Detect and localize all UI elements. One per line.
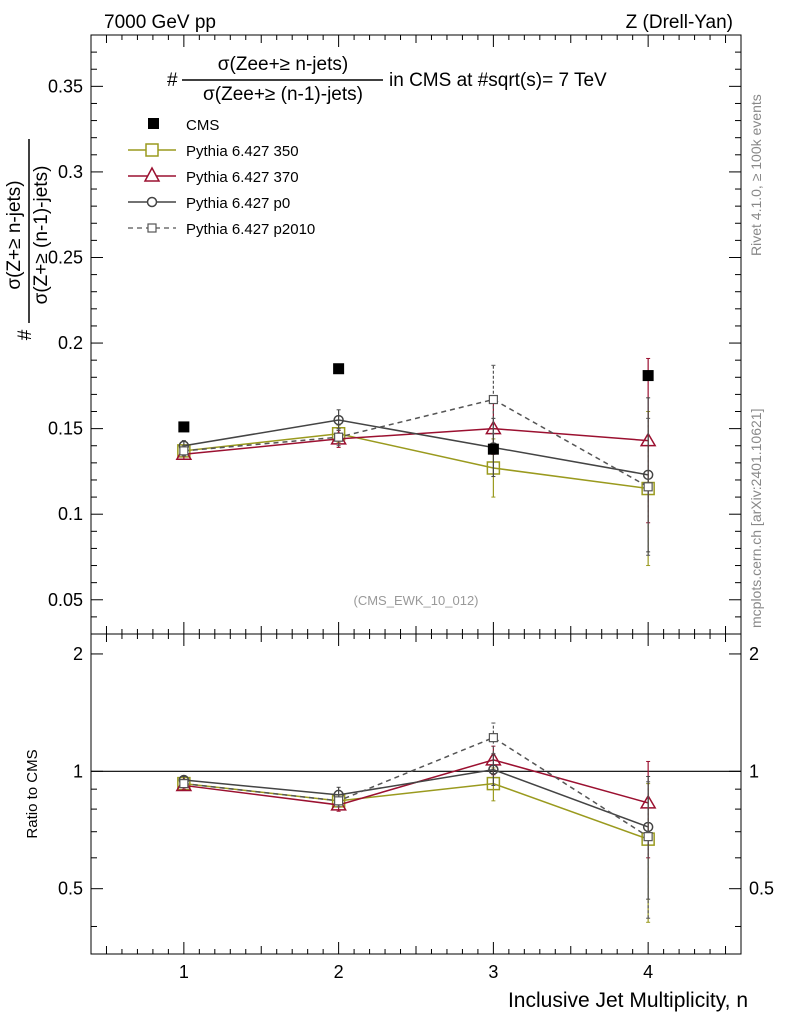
ratio-x-tick-label: 3 <box>488 962 498 982</box>
legend-label-p350: Pythia 6.427 350 <box>186 143 299 160</box>
header-left: 7000 GeV pp <box>104 12 216 33</box>
ratio-series-line-p0 <box>183 768 649 828</box>
ratio-y-tick-label: 2 <box>73 644 83 664</box>
legend-label-p370: Pythia 6.427 370 <box>186 169 299 186</box>
title-prefix: # <box>167 70 178 91</box>
x-axis-label: Inclusive Jet Multiplicity, n <box>508 989 748 1012</box>
series-layer <box>175 357 657 923</box>
ratio-y-tick-label-right: 0.5 <box>749 879 774 899</box>
ratio-series-line-p2010 <box>183 736 649 838</box>
legend-label-p0: Pythia 6.427 p0 <box>186 195 290 212</box>
main-point-p2010 <box>643 482 653 492</box>
ratio-series-line-p350 <box>183 782 649 840</box>
legend-label-cms: CMS <box>186 117 219 134</box>
legend-marker-p2010 <box>147 223 157 233</box>
main-point-cms <box>642 370 654 382</box>
ratio-x-tick-label: 1 <box>179 962 189 982</box>
main-series-line-p350 <box>183 433 649 490</box>
ratio-point-p2010 <box>334 796 344 806</box>
main-y-tick-label: 0.3 <box>58 162 83 182</box>
rivet-label: Rivet 4.1.0, ≥ 100k events <box>748 94 764 256</box>
axes-layer: 0.05 0.1 0.15 0.2 0.25 0.3 0.35 0.5 0.5 1 1 2 2 1 2 3 4 <box>48 34 774 982</box>
title-suffix: in CMS at #sqrt(s)= 7 TeV <box>389 70 607 91</box>
ratio-point-p2010 <box>643 832 653 842</box>
title-denominator: σ(Zee+≥ (n-1)-jets) <box>203 84 363 105</box>
main-point-p0 <box>333 414 344 426</box>
ratio-x-tick-label: 4 <box>643 962 653 982</box>
ratio-y-tick-label-right: 2 <box>749 644 759 664</box>
main-point-p2010 <box>488 394 498 405</box>
ratio-y-tick-label: 0.5 <box>58 879 83 899</box>
main-y-tick-label: 0.05 <box>48 590 83 610</box>
y-label-denominator: σ(Z+≥ (n-1)-jets) <box>31 166 52 305</box>
main-series-line-p2010 <box>183 398 649 488</box>
ratio-y-tick-label-right: 1 <box>749 761 759 781</box>
plot-title: # σ(Zee+≥ n-jets) σ(Zee+≥ (n-1)-jets) in… <box>167 54 607 105</box>
ratio-x-tick-label: 2 <box>334 962 344 982</box>
main-point-cms <box>178 421 190 433</box>
main-y-tick-label: 0.2 <box>58 333 83 353</box>
main-y-tick-label: 0.15 <box>48 419 83 439</box>
ratio-point-p2010 <box>179 779 189 789</box>
mcplots-label: mcplots.cern.ch [arXiv:2401.10621] <box>748 409 764 628</box>
ratio-y-tick-label: 1 <box>73 761 83 781</box>
main-point-cms <box>487 443 499 455</box>
main-series-line-p0 <box>183 419 649 476</box>
ratio-y-axis-label: Ratio to CMS <box>24 749 41 838</box>
main-y-tick-label: 0.1 <box>58 504 83 524</box>
main-point-p2010 <box>179 446 189 456</box>
main-point-cms <box>333 363 345 375</box>
legend-marker-cms <box>148 118 159 129</box>
y-axis-label: # σ(Z+≥ n-jets) σ(Z+≥ (n-1)-jets) <box>4 139 52 340</box>
ratio-point-p2010 <box>488 733 498 743</box>
y-label-numerator: σ(Z+≥ n-jets) <box>4 180 25 289</box>
main-y-tick-label: 0.25 <box>48 247 83 267</box>
analysis-watermark: (CMS_EWK_10_012) <box>354 593 479 608</box>
legend-marker-p370 <box>143 166 161 182</box>
y-label-prefix: # <box>15 329 36 340</box>
legend-marker-p0 <box>146 196 158 208</box>
main-y-tick-label: 0.35 <box>48 76 83 96</box>
header-right: Z (Drell-Yan) <box>626 12 733 33</box>
ratio-point-p0 <box>488 764 499 775</box>
legend-marker-p350 <box>145 143 159 157</box>
legend-label-p2010: Pythia 6.427 p2010 <box>186 221 315 238</box>
main-point-p2010 <box>334 432 344 442</box>
title-numerator: σ(Zee+≥ n-jets) <box>218 54 348 75</box>
legend: CMS Pythia 6.427 350 Pythia 6.427 370 Py… <box>128 117 315 238</box>
